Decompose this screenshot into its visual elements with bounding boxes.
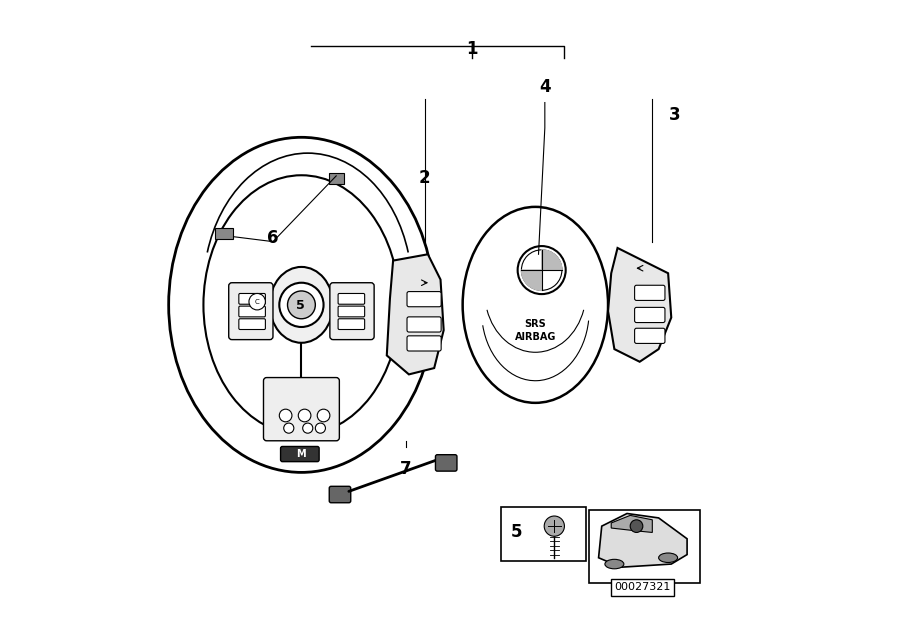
FancyBboxPatch shape [500,507,586,561]
Ellipse shape [168,137,434,472]
FancyBboxPatch shape [407,336,441,351]
FancyBboxPatch shape [590,511,699,583]
Ellipse shape [270,267,333,343]
Circle shape [315,423,326,433]
FancyBboxPatch shape [330,283,374,340]
Polygon shape [598,514,687,567]
Text: 7: 7 [400,460,411,478]
Circle shape [518,246,566,294]
Polygon shape [611,516,652,533]
FancyBboxPatch shape [407,291,441,307]
Polygon shape [387,254,444,375]
Circle shape [630,520,643,533]
Text: M: M [297,449,306,459]
FancyBboxPatch shape [229,283,273,340]
FancyBboxPatch shape [338,293,364,304]
Text: SRS
AIRBAG: SRS AIRBAG [515,319,556,342]
Text: 6: 6 [267,229,279,248]
FancyBboxPatch shape [338,319,364,330]
FancyBboxPatch shape [407,317,441,332]
FancyBboxPatch shape [329,173,345,184]
Text: C: C [255,298,259,305]
Ellipse shape [659,553,678,563]
Circle shape [287,291,315,319]
Ellipse shape [463,207,608,403]
Ellipse shape [605,559,624,569]
FancyBboxPatch shape [264,378,339,441]
FancyBboxPatch shape [281,446,320,462]
Circle shape [279,283,324,327]
Text: 5: 5 [510,523,522,542]
Text: 4: 4 [539,77,551,96]
Circle shape [279,409,292,422]
Ellipse shape [203,175,400,434]
FancyBboxPatch shape [436,455,457,471]
Polygon shape [608,248,671,362]
Circle shape [298,409,310,422]
Circle shape [302,423,313,433]
Wedge shape [542,250,562,270]
Circle shape [317,409,330,422]
FancyBboxPatch shape [329,486,351,503]
FancyBboxPatch shape [634,328,665,344]
FancyBboxPatch shape [634,285,665,300]
Circle shape [521,250,562,290]
Circle shape [284,423,293,433]
FancyBboxPatch shape [338,306,364,317]
Text: 1: 1 [466,40,478,58]
Text: 5: 5 [296,299,305,312]
Circle shape [544,516,564,536]
Circle shape [249,293,266,310]
Text: 3: 3 [669,106,680,124]
Text: 2: 2 [418,170,430,187]
FancyBboxPatch shape [238,293,266,304]
FancyBboxPatch shape [238,306,266,317]
Text: 00027321: 00027321 [615,582,671,592]
Wedge shape [521,270,542,290]
FancyBboxPatch shape [238,319,266,330]
FancyBboxPatch shape [634,307,665,323]
FancyBboxPatch shape [215,228,232,239]
